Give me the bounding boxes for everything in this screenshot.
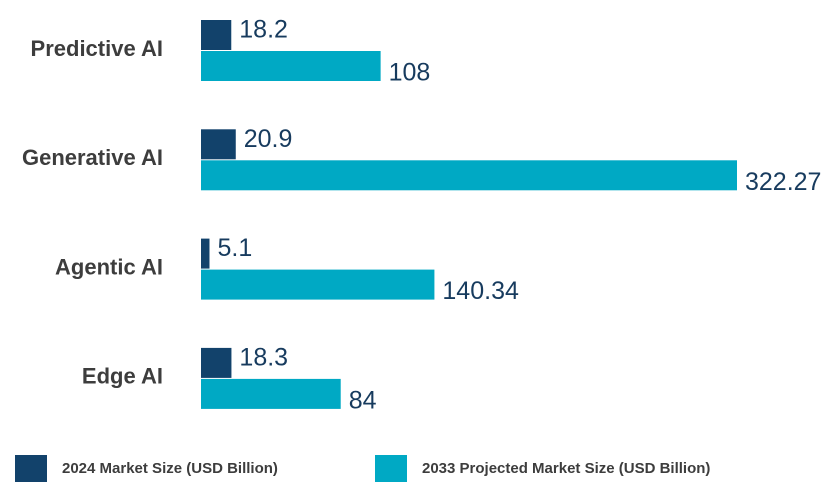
value-label: 108	[389, 59, 431, 87]
value-label: 140.34	[442, 277, 519, 305]
category-label: Agentic AI	[55, 254, 163, 279]
category-label: Edge AI	[82, 364, 163, 389]
value-label: 5.1	[217, 234, 252, 262]
value-label: 322.27	[745, 168, 821, 196]
value-label: 84	[349, 387, 377, 415]
category-label: Predictive AI	[31, 36, 163, 61]
value-label: 18.2	[239, 16, 288, 44]
legend-swatch	[375, 455, 407, 482]
legend-swatch	[15, 455, 47, 482]
bar	[201, 238, 210, 269]
bar	[201, 51, 381, 81]
bar	[201, 129, 236, 160]
legend-label: 2024 Market Size (USD Billion)	[62, 460, 278, 477]
value-label: 18.3	[239, 344, 288, 372]
bar	[201, 347, 232, 378]
bar	[201, 160, 737, 191]
bar	[201, 20, 232, 50]
category-label: Generative AI	[22, 145, 163, 170]
value-label: 20.9	[244, 125, 293, 153]
legend-label: 2033 Projected Market Size (USD Billion)	[422, 460, 710, 477]
bar	[201, 378, 341, 409]
bar	[201, 269, 435, 300]
